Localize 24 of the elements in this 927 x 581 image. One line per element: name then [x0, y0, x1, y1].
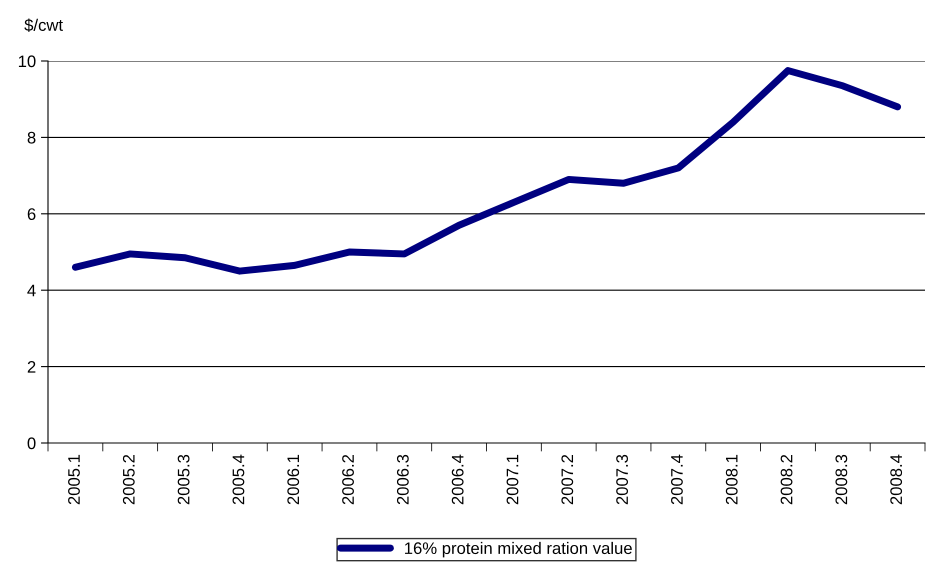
legend-label: 16% protein mixed ration value	[405, 542, 632, 558]
x-tick-label: 2006.2	[342, 454, 354, 504]
y-axis-title: $/cwt	[24, 18, 63, 32]
x-tick-label: 2006.1	[287, 454, 300, 504]
y-tick-label: 6	[28, 208, 36, 220]
x-tick-label: 2008.3	[835, 454, 848, 504]
y-tick-label: 4	[27, 284, 36, 296]
x-tick-label: 2007.1	[506, 454, 518, 504]
x-tick-label: 2007.2	[561, 454, 574, 504]
x-tick-label: 2007.3	[616, 454, 628, 504]
x-tick-label: 2005.1	[68, 454, 80, 504]
x-tick-label: 2008.2	[780, 454, 792, 504]
x-tick-label: 2008.1	[726, 454, 738, 504]
x-tick-label: 2008.4	[890, 454, 902, 504]
x-tick-label: 2005.3	[178, 454, 190, 504]
x-tick-label: 2005.4	[232, 454, 244, 504]
y-tick-label: 10	[18, 55, 36, 68]
y-tick-label: 0	[28, 437, 36, 450]
x-tick-label: 2007.4	[671, 454, 683, 504]
x-tick-label: 2006.4	[452, 454, 464, 504]
x-tick-label: 2005.2	[122, 454, 135, 504]
y-tick-label: 2	[28, 361, 36, 373]
x-tick-label: 2006.3	[396, 454, 409, 504]
y-tick-label: 8	[28, 132, 36, 144]
